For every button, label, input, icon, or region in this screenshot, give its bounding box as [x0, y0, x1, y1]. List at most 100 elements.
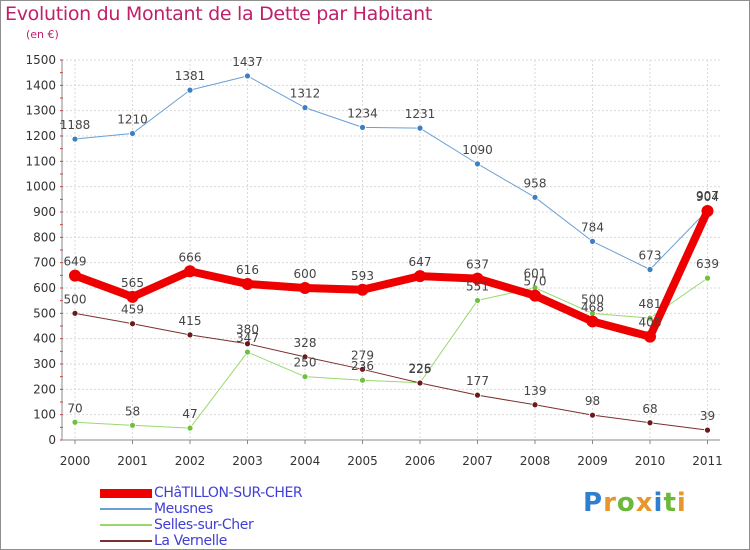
series-point-1 — [474, 160, 481, 168]
series-point-2 — [646, 314, 654, 322]
x-tick-label: 2007 — [462, 454, 493, 468]
series-point-0 — [69, 269, 81, 282]
x-tick-label: 2000 — [60, 454, 91, 468]
data-label: 468 — [581, 300, 604, 314]
series-point-1 — [646, 266, 654, 273]
legend-swatch — [100, 488, 152, 498]
series-line-1 — [74, 75, 708, 271]
data-label: 904 — [696, 190, 719, 204]
series-point-0 — [184, 265, 196, 278]
data-label: 639 — [696, 257, 719, 271]
data-label: 98 — [585, 394, 600, 408]
y-tick-label: 900 — [33, 205, 56, 219]
series-point-0 — [356, 283, 369, 296]
x-tick-label: 2010 — [635, 454, 666, 468]
y-tick-label: 800 — [33, 230, 56, 244]
legend-swatch — [100, 508, 152, 510]
series-point-1 — [416, 124, 424, 132]
y-tick-label: 500 — [33, 306, 56, 320]
x-tick-label: 2002 — [175, 454, 206, 468]
y-tick-label: 700 — [33, 256, 56, 270]
data-label: 907 — [696, 189, 719, 203]
data-label: 58 — [125, 404, 140, 418]
data-label: 47 — [182, 407, 197, 421]
y-tick-label: 200 — [33, 382, 56, 396]
y-tick-label: 1100 — [25, 154, 56, 168]
series-point-1 — [531, 193, 539, 201]
series-point-3 — [71, 309, 79, 317]
data-label: 225 — [409, 362, 432, 376]
series-point-3 — [359, 365, 366, 373]
series-point-0 — [414, 270, 426, 283]
data-label: 666 — [179, 250, 202, 264]
data-label: 593 — [351, 269, 374, 283]
data-label: 500 — [581, 292, 604, 306]
series-point-2 — [359, 376, 366, 384]
data-label: 616 — [236, 263, 259, 277]
plot-area — [62, 60, 720, 440]
y-tick-label: 1400 — [25, 78, 56, 92]
legend-label: Selles-sur-Cher — [154, 517, 254, 533]
series-point-0 — [241, 277, 254, 290]
series-point-2 — [244, 348, 251, 356]
data-label: 1312 — [290, 87, 321, 101]
x-tick-label: 2005 — [347, 454, 378, 468]
data-label: 1090 — [462, 143, 493, 157]
series-point-2 — [71, 418, 79, 426]
series-point-0 — [701, 204, 714, 217]
data-label: 1188 — [60, 118, 91, 132]
series-point-3 — [646, 419, 654, 427]
y-tick-label: 100 — [33, 408, 56, 422]
series-point-1 — [71, 135, 79, 143]
y-tick-label: 300 — [33, 357, 56, 371]
legend-label: CHâTILLON-SUR-CHER — [154, 485, 303, 501]
data-label: 139 — [524, 384, 547, 398]
x-tick-label: 2009 — [577, 454, 608, 468]
data-label: 649 — [64, 255, 87, 269]
series-point-3 — [129, 320, 136, 328]
series-point-3 — [416, 379, 424, 387]
series-point-2 — [301, 373, 309, 381]
data-label: 39 — [700, 409, 715, 423]
series-point-1 — [244, 72, 251, 80]
data-label: 601 — [524, 267, 547, 281]
series-point-1 — [359, 123, 366, 131]
data-label: 958 — [524, 176, 547, 190]
data-label: 500 — [64, 292, 87, 306]
data-label: 481 — [639, 297, 662, 311]
data-label: 328 — [294, 336, 317, 350]
legend-label: La Vernelle — [154, 533, 227, 549]
series-point-1 — [129, 130, 136, 137]
data-label: 784 — [581, 220, 604, 234]
series-point-2 — [704, 274, 711, 282]
x-tick-label: 2006 — [405, 454, 436, 468]
data-label: 177 — [466, 374, 489, 388]
series-point-3 — [704, 426, 711, 434]
y-tick-label: 0 — [48, 433, 56, 447]
series-point-3 — [244, 340, 251, 348]
series-point-1 — [301, 104, 309, 112]
x-tick-label: 2004 — [290, 454, 321, 468]
data-label: 637 — [466, 258, 489, 272]
series-point-0 — [126, 290, 139, 303]
proxiti-logo: Proxiti — [583, 488, 687, 518]
series-point-0 — [586, 315, 599, 328]
data-label: 70 — [67, 401, 82, 415]
data-label: 250 — [294, 356, 317, 370]
data-label: 673 — [639, 249, 662, 263]
chart-title: Evolution du Montant de la Dette par Hab… — [5, 3, 433, 25]
series-line-3 — [74, 312, 708, 431]
data-label: 1234 — [347, 106, 378, 120]
logo-letter: P — [583, 488, 604, 518]
data-label: 279 — [351, 348, 374, 362]
logo-letter: x — [635, 488, 654, 518]
legend-swatch — [100, 524, 152, 526]
series-point-2 — [474, 297, 481, 304]
logo-letter: i — [676, 488, 687, 518]
legend-label: Meusnes — [154, 501, 213, 517]
series-point-0 — [471, 272, 484, 285]
logo-letter: o — [616, 488, 636, 518]
data-label: 1210 — [117, 112, 148, 126]
x-tick-label: 2001 — [117, 454, 148, 468]
